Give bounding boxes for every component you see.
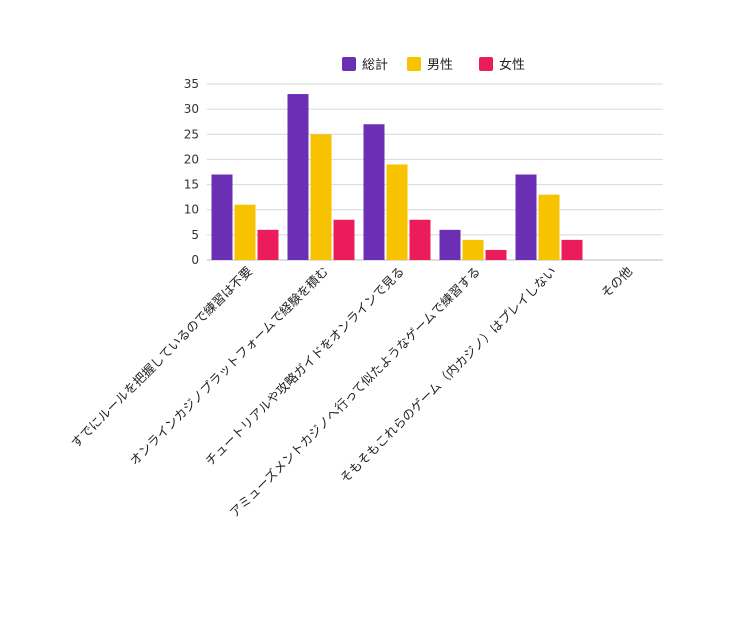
- legend-label: 女性: [499, 57, 525, 73]
- bar: [409, 219, 431, 260]
- bar: [386, 164, 408, 260]
- bar: [439, 229, 461, 260]
- y-tick-label: 10: [184, 203, 199, 217]
- bar: [538, 194, 560, 260]
- bar: [363, 124, 385, 260]
- legend-swatch: [479, 57, 493, 71]
- x-tick-label: その他: [598, 263, 635, 300]
- bar: [462, 239, 484, 260]
- y-tick-label: 20: [184, 152, 199, 166]
- y-tick-label: 5: [191, 228, 199, 242]
- legend-label: 総計: [362, 57, 388, 73]
- bar: [485, 249, 507, 260]
- x-tick-label: アミューズメントカジノへ行って似たようなゲームで練習する: [227, 264, 484, 521]
- x-axis: すでにルールを把握しているので練習は不要オンラインカジノプラットフォームで経験を…: [68, 263, 636, 520]
- y-tick-label: 35: [184, 77, 199, 91]
- bar: [234, 204, 256, 260]
- y-tick-label: 15: [184, 178, 199, 192]
- bar: [333, 219, 355, 260]
- legend-swatch: [407, 57, 421, 71]
- bar: [287, 94, 309, 260]
- bars: [211, 94, 583, 260]
- legend-label: 男性: [427, 58, 453, 73]
- y-tick-label: 30: [184, 102, 199, 116]
- legend: 総計 男性 女性: [342, 57, 525, 73]
- bar: [211, 174, 233, 260]
- y-axis: 0 5 10 15 20 25 30 35: [184, 77, 199, 267]
- bar: [561, 239, 583, 260]
- y-tick-label: 0: [191, 253, 199, 267]
- bar: [515, 174, 537, 260]
- legend-swatch: [342, 57, 356, 71]
- gridlines: [207, 83, 663, 261]
- bar: [257, 229, 279, 260]
- y-tick-label: 25: [184, 127, 199, 141]
- bar: [310, 134, 332, 260]
